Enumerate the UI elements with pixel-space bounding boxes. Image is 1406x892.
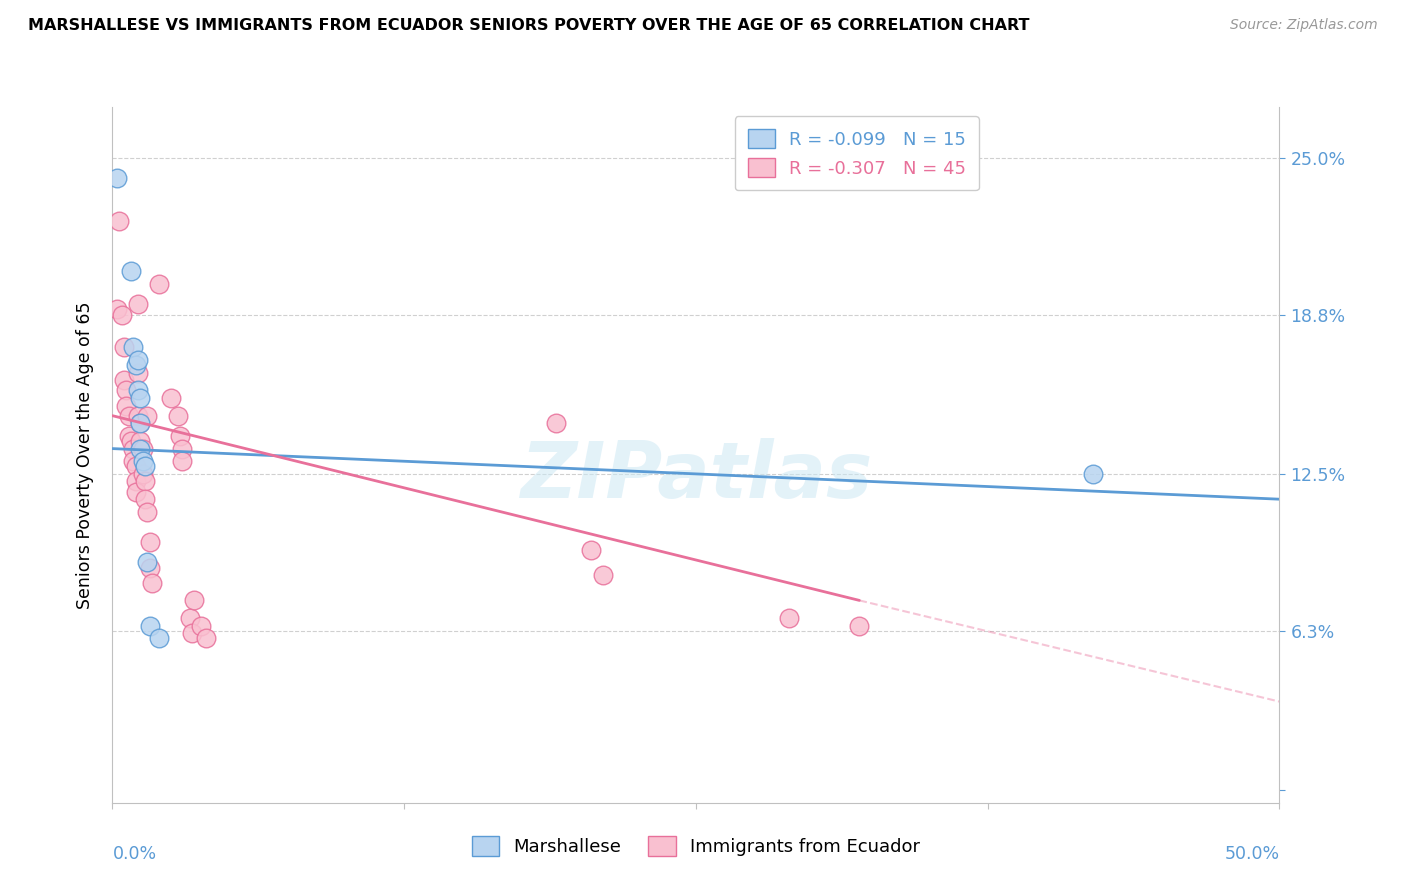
Point	[132, 467, 155, 481]
Point	[139, 618, 162, 632]
Text: MARSHALLESE VS IMMIGRANTS FROM ECUADOR SENIORS POVERTY OVER THE AGE OF 65 CORREL: MARSHALLESE VS IMMIGRANTS FROM ECUADOR S…	[28, 18, 1029, 33]
Point	[132, 442, 155, 456]
Point	[129, 434, 152, 448]
Point	[105, 302, 128, 317]
Point	[592, 568, 614, 582]
Point	[166, 409, 188, 423]
Point	[120, 434, 142, 448]
Point	[136, 556, 159, 570]
Point	[132, 454, 155, 468]
Point	[122, 340, 145, 354]
Point	[172, 442, 194, 456]
Point	[134, 492, 156, 507]
Point	[122, 454, 145, 468]
Point	[139, 560, 162, 574]
Point	[848, 618, 870, 632]
Point	[778, 611, 800, 625]
Point	[118, 429, 141, 443]
Point	[115, 399, 138, 413]
Point	[129, 417, 152, 431]
Text: 50.0%: 50.0%	[1225, 845, 1279, 863]
Text: ZIPatlas: ZIPatlas	[520, 438, 872, 514]
Point	[579, 542, 602, 557]
Point	[169, 429, 191, 443]
Point	[160, 391, 183, 405]
Point	[129, 417, 152, 431]
Point	[118, 409, 141, 423]
Point	[136, 505, 159, 519]
Point	[125, 475, 148, 489]
Point	[544, 417, 567, 431]
Text: 0.0%: 0.0%	[112, 845, 156, 863]
Point	[125, 358, 148, 372]
Point	[125, 484, 148, 499]
Point	[194, 632, 217, 646]
Point	[129, 391, 152, 405]
Legend: Marshallese, Immigrants from Ecuador: Marshallese, Immigrants from Ecuador	[465, 829, 927, 863]
Point	[111, 308, 134, 322]
Text: Source: ZipAtlas.com: Source: ZipAtlas.com	[1230, 18, 1378, 32]
Point	[183, 593, 205, 607]
Point	[125, 459, 148, 474]
Point	[115, 384, 138, 398]
Point	[120, 264, 142, 278]
Point	[108, 214, 131, 228]
Point	[127, 384, 149, 398]
Point	[129, 442, 152, 456]
Point	[127, 353, 149, 368]
Point	[190, 618, 212, 632]
Point	[127, 409, 149, 423]
Point	[141, 575, 163, 590]
Point	[179, 611, 201, 625]
Point	[148, 277, 170, 292]
Point	[112, 340, 135, 354]
Point	[134, 459, 156, 474]
Point	[105, 170, 128, 185]
Point	[148, 632, 170, 646]
Point	[127, 297, 149, 311]
Point	[112, 373, 135, 387]
Y-axis label: Seniors Poverty Over the Age of 65: Seniors Poverty Over the Age of 65	[76, 301, 94, 608]
Point	[122, 442, 145, 456]
Point	[127, 366, 149, 380]
Point	[172, 454, 194, 468]
Point	[139, 535, 162, 549]
Point	[180, 626, 202, 640]
Point	[134, 475, 156, 489]
Point	[136, 409, 159, 423]
Point	[1081, 467, 1104, 481]
